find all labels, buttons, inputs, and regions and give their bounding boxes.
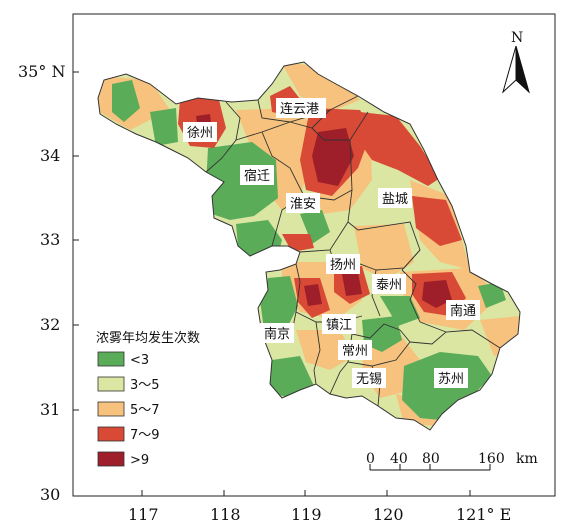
y-tick-label: 33 <box>40 230 60 249</box>
zone-lt3 <box>150 108 178 146</box>
city-label-bg <box>434 368 468 388</box>
legend-label: 7～9 <box>130 428 160 443</box>
map-frame <box>72 13 556 497</box>
y-tick-label: 32 <box>40 315 60 334</box>
city-label-bg <box>322 314 356 334</box>
scale-bar: 0 40 80 160 km <box>366 451 538 471</box>
city-label-wuxi: 无锡 <box>356 372 382 387</box>
zone-5-7 <box>354 224 414 280</box>
city-label-bg <box>326 254 360 274</box>
legend-swatch-5-7 <box>97 401 125 417</box>
x-tick-label: 119 <box>291 505 322 524</box>
zone-lt3 <box>260 276 298 338</box>
city-label-huaian: 淮安 <box>290 197 316 212</box>
scale-unit: km <box>516 451 538 467</box>
legend-label: >9 <box>130 453 149 468</box>
north-label: N <box>511 30 523 46</box>
x-tick-label: 120 <box>373 505 404 524</box>
city-label-suzhou: 苏州 <box>438 371 464 387</box>
zone-gt9 <box>422 280 452 308</box>
zone-7-9 <box>412 196 462 246</box>
city-label-bg <box>260 323 294 343</box>
zone-lt3 <box>380 296 420 326</box>
legend-title: 浓雾年均发生次数 <box>96 330 200 346</box>
y-tick-label: 35° N <box>18 62 65 81</box>
legend-swatch-lt3 <box>97 351 125 367</box>
city-label-bg <box>378 188 412 208</box>
zone-5-7 <box>280 62 360 112</box>
y-tick-label: 30 <box>40 485 60 504</box>
city-label-lianyungang: 连云港 <box>280 101 319 117</box>
city-label-changzhou: 常州 <box>342 344 368 359</box>
x-tick-label: 118 <box>210 505 241 524</box>
city-label-nantong: 南通 <box>450 303 476 319</box>
zone-lt3 <box>300 210 330 244</box>
city-label-bg <box>286 193 320 213</box>
city-label-zhenjiang: 镇江 <box>326 318 352 333</box>
zone-gt9 <box>342 272 362 296</box>
city-label-yangzhou: 扬州 <box>330 258 356 273</box>
city-label-suqian: 宿迁 <box>244 168 270 184</box>
zone-lt3 <box>112 80 140 122</box>
zone-gt9 <box>304 284 322 306</box>
legend: 浓雾年均发生次数 <3 3～5 5～7 7～9 >9 <box>96 330 200 468</box>
legend-label: 3～5 <box>130 378 160 393</box>
zone-lt3 <box>268 356 314 398</box>
city-label-bg <box>372 274 406 294</box>
city-label-yancheng: 盐城 <box>382 192 408 207</box>
legend-swatch-3-5 <box>97 376 125 392</box>
y-tick-label: 31 <box>40 400 60 419</box>
city-label-bg <box>446 300 480 320</box>
city-label-bg <box>240 165 274 185</box>
scale-label: 160 <box>478 451 505 467</box>
scale-label: 0 <box>366 451 375 467</box>
scale-label: 40 <box>390 451 408 467</box>
x-tick-label: 121° E <box>456 505 511 524</box>
city-label-bg <box>183 122 217 142</box>
city-label-taizhou: 泰州 <box>376 278 402 293</box>
axis-tick-marks <box>73 71 471 496</box>
legend-swatch-7-9 <box>97 426 125 442</box>
legend-label: <3 <box>130 353 149 368</box>
legend-label: 5～7 <box>130 403 160 418</box>
zone-lt3 <box>478 282 506 308</box>
city-label-bg <box>276 98 326 118</box>
city-label-bg <box>352 368 386 388</box>
city-label-xuzhou: 徐州 <box>187 126 213 141</box>
scale-label: 80 <box>422 451 440 467</box>
y-tick-label: 34 <box>40 146 60 165</box>
x-tick-label: 117 <box>128 505 159 524</box>
zone-gt9 <box>312 128 354 186</box>
north-arrow-icon: N <box>502 30 530 94</box>
province-outline <box>97 61 521 431</box>
city-label-bg <box>338 340 372 360</box>
legend-swatch-gt9 <box>97 451 125 467</box>
zone-7-9 <box>358 112 440 186</box>
city-label-nanjing: 南京 <box>264 326 290 342</box>
